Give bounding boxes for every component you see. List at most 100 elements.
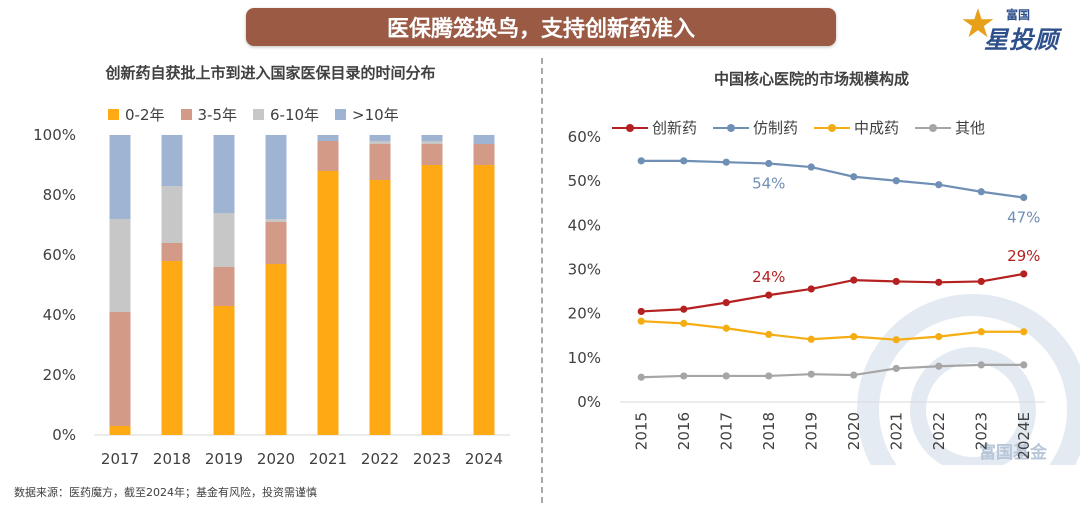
data-point [680, 157, 688, 165]
legend-swatch [108, 109, 119, 120]
bar-segment [161, 186, 183, 243]
data-point [637, 317, 645, 325]
series-line [641, 159, 1024, 199]
data-point [1020, 270, 1028, 278]
bar-segment [473, 144, 495, 165]
legend-line-marker [612, 121, 648, 135]
x-tick-label: 2019 [802, 412, 820, 450]
data-point [807, 335, 815, 343]
data-point [722, 299, 730, 307]
data-point [935, 181, 943, 189]
data-point [977, 361, 985, 369]
legend-item-tcm: 中成药 [814, 117, 899, 138]
data-point [892, 277, 900, 286]
series-line [641, 320, 1024, 341]
bar-segment [213, 135, 235, 213]
y-tick-label: 40% [568, 216, 601, 234]
data-point [765, 159, 773, 168]
data-point [637, 157, 645, 165]
x-tick-label: 2017 [101, 450, 139, 468]
y-tick-label: 60% [43, 246, 76, 264]
y-tick-label: 20% [43, 366, 76, 384]
x-tick-label: 2020 [257, 450, 295, 468]
data-point [765, 372, 773, 380]
legend-line-marker [713, 121, 750, 135]
data-point [722, 324, 730, 332]
legend-label: 中成药 [854, 119, 900, 137]
bar-segment [109, 426, 131, 435]
data-point [807, 285, 815, 293]
watermark-ring-inner [910, 347, 1036, 465]
banner: 医保腾笼换鸟，支持创新药准入 [246, 8, 836, 46]
y-tick-label: 20% [568, 305, 601, 323]
left-chart-title: 创新药自获批上市到进入国家医保目录的时间分布 [105, 64, 436, 82]
bar-segment [369, 141, 391, 144]
bar-segment [109, 219, 131, 312]
bar-segment [369, 135, 391, 141]
legend-item-6-10: 6-10年 [253, 104, 319, 125]
data-point [680, 319, 688, 327]
legend-label: >10年 [352, 106, 399, 124]
legend-item-3-5: 3-5年 [180, 104, 237, 125]
legend-item-over-10: >10年 [335, 104, 399, 125]
legend-label: 0-2年 [125, 106, 165, 124]
y-tick-label: 0% [52, 426, 76, 444]
legend-item-other: 其他 [915, 117, 985, 138]
bar-segment [369, 180, 391, 435]
data-point [935, 333, 943, 341]
left-stacked-bar-chart: 0% 20% 40% 60% 80% 100% 2017 2018 2019 2020 2021 20… [33, 126, 510, 468]
y-tick-label: 50% [568, 172, 601, 190]
bar-segment [109, 135, 131, 219]
x-tick-label: 2021 [309, 450, 347, 468]
data-label: 47% [1007, 209, 1040, 227]
data-point [1020, 361, 1028, 369]
data-point [680, 305, 688, 313]
bar-segment [317, 141, 339, 171]
bar-segment [265, 135, 287, 219]
x-tick-label: 2017 [717, 412, 735, 450]
bar-segment [265, 219, 287, 222]
y-tick-label: 0% [577, 393, 601, 411]
panel-divider [541, 58, 543, 503]
right-line-chart: 富国基金 0% 10% 20% 30% 40% 50% 60% 2015 2016 2017 2018… [568, 128, 1080, 465]
x-tick-label: 2024 [465, 450, 503, 468]
bar-segment [421, 144, 443, 165]
data-point [935, 362, 943, 370]
source-note: 数据来源：医药魔方，截至2024年；基金有风险，投资需谨慎 [14, 486, 317, 499]
data-point [935, 278, 943, 286]
y-tick-label: 100% [33, 126, 76, 144]
bar-segment [421, 165, 443, 435]
data-point [765, 291, 773, 299]
data-point [680, 372, 688, 380]
data-point [722, 158, 730, 166]
data-point [977, 328, 985, 336]
data-point [722, 372, 730, 380]
y-tick-label: 40% [43, 306, 76, 324]
data-point [850, 333, 858, 341]
bar-segment [369, 144, 391, 180]
left-chart-legend: 0-2年 3-5年 6-10年 >10年 [108, 104, 415, 125]
data-label: 29% [1007, 247, 1040, 265]
data-point [850, 276, 858, 284]
logo-small-text: 富国 [1006, 8, 1031, 22]
x-tick-label: 2023 [413, 450, 451, 468]
data-point [977, 277, 985, 286]
legend-item-0-2: 0-2年 [108, 104, 165, 125]
watermark-text: 富国基金 [979, 442, 1048, 463]
x-tick-label: 2018 [153, 450, 191, 468]
data-point [850, 371, 858, 379]
bar-segment [421, 135, 443, 141]
x-tick-label: 2022 [930, 412, 948, 450]
x-tick-label: 2022 [361, 450, 399, 468]
bar-segment [213, 267, 235, 306]
x-tick-label: 2015 [632, 412, 650, 450]
series-line [641, 363, 1024, 379]
star-icon: ★ [960, 1, 996, 47]
bar-segment [213, 306, 235, 435]
legend-swatch [335, 109, 347, 120]
bar-segment [265, 222, 287, 264]
data-point [637, 307, 645, 316]
legend-item-innovative: 创新药 [612, 117, 697, 138]
bar-segment [473, 135, 495, 144]
bar-segment [161, 243, 183, 261]
